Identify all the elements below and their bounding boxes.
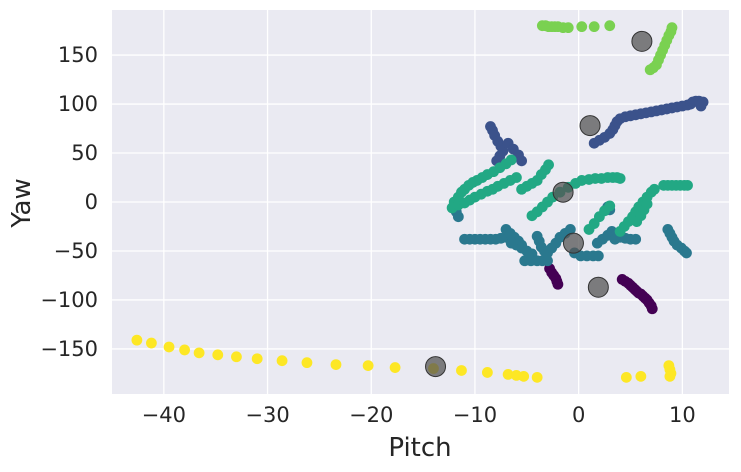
data-point: [552, 278, 564, 290]
data-point: [516, 155, 528, 167]
y-tick-labels: −150 −100 −50 0 50 100 150: [40, 43, 98, 361]
data-point: [389, 362, 401, 373]
data-point: [648, 183, 660, 195]
centroid-markers: [425, 30, 653, 378]
x-tick-label: −10: [453, 403, 497, 427]
data-point: [276, 355, 288, 367]
data-point: [301, 357, 313, 369]
data-point: [511, 172, 522, 183]
data-point: [362, 360, 374, 371]
data-point: [179, 344, 190, 356]
data-point: [576, 21, 588, 33]
data-point: [330, 359, 342, 371]
data-point: [543, 159, 554, 171]
data-point: [592, 250, 604, 262]
data-point: [666, 22, 678, 34]
data-point: [604, 20, 616, 32]
data-point: [604, 200, 616, 212]
data-point: [542, 255, 553, 267]
data-point: [531, 371, 543, 383]
y-tick-label: 150: [58, 43, 98, 67]
y-tick-label: 100: [58, 92, 98, 116]
data-point: [251, 353, 263, 365]
data-point: [635, 370, 647, 382]
data-point: [682, 179, 693, 191]
data-point: [481, 367, 493, 378]
data-point: [641, 198, 653, 210]
data-point: [193, 347, 205, 359]
data-point: [588, 21, 600, 33]
data-point: [452, 211, 464, 223]
y-tick-label: −100: [40, 288, 98, 312]
data-point: [231, 351, 242, 363]
data-point: [212, 349, 224, 361]
centroid-marker: [579, 115, 601, 137]
y-axis-label: Yaw: [7, 178, 37, 229]
grid: [112, 10, 729, 394]
data-point: [163, 341, 175, 353]
data-point: [131, 334, 143, 346]
data-point: [456, 365, 467, 376]
data-point: [502, 369, 514, 380]
data-point: [664, 370, 676, 382]
y-tick-label: −50: [54, 239, 98, 263]
centroid-marker: [552, 181, 574, 203]
data-point: [146, 337, 157, 349]
data-point: [630, 233, 642, 245]
centroid-marker: [425, 356, 447, 378]
y-tick-label: 0: [85, 190, 98, 214]
y-tick-label: −150: [40, 337, 98, 361]
x-tick-label: −20: [349, 403, 393, 427]
x-tick-label: 0: [572, 403, 585, 427]
data-point: [518, 370, 530, 382]
x-axis-label: Pitch: [388, 433, 451, 463]
x-tick-label: 10: [669, 403, 696, 427]
y-tick-label: 50: [71, 141, 98, 165]
data-point: [620, 371, 632, 383]
data-point: [614, 173, 626, 184]
centroid-marker: [562, 232, 584, 254]
data-point: [562, 22, 574, 34]
x-tick-labels: −40 −30 −20 −10 0 10: [142, 403, 696, 427]
centroid-marker: [587, 276, 609, 298]
data-point: [646, 303, 658, 315]
data-point: [505, 154, 517, 166]
centroid-marker: [631, 30, 653, 52]
x-tick-label: −40: [142, 403, 186, 427]
data-point: [681, 247, 692, 259]
data-point: [695, 100, 707, 112]
x-tick-label: −30: [245, 403, 289, 427]
data-point: [564, 224, 576, 235]
